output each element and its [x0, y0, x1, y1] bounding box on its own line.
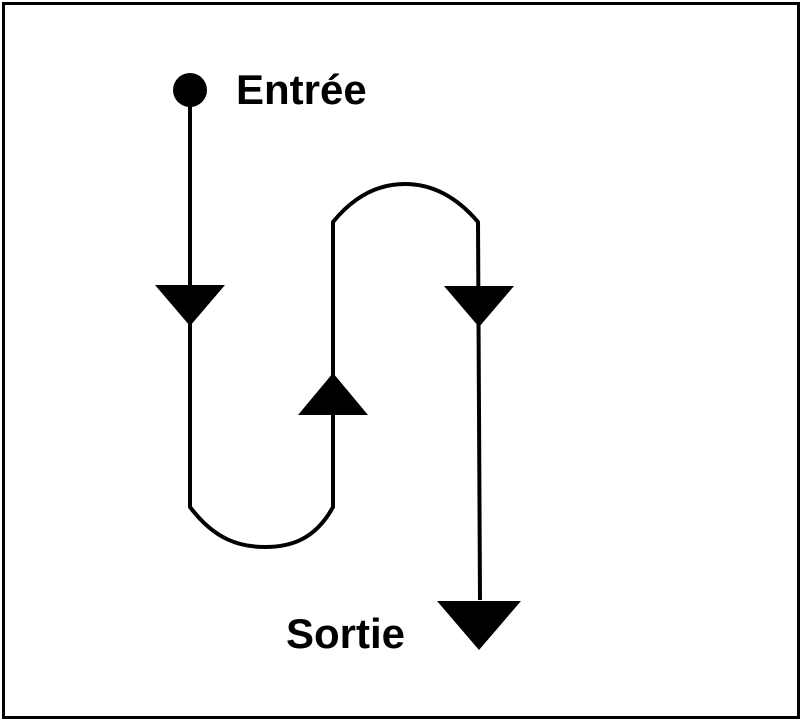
entry-label: Entrée [236, 66, 367, 113]
down-arrow-1 [155, 285, 225, 326]
down-arrow-2 [444, 286, 514, 327]
flow-path [188, 90, 482, 601]
exit-arrow [437, 601, 521, 650]
up-arrow [298, 373, 368, 415]
exit-label: Sortie [286, 610, 405, 657]
